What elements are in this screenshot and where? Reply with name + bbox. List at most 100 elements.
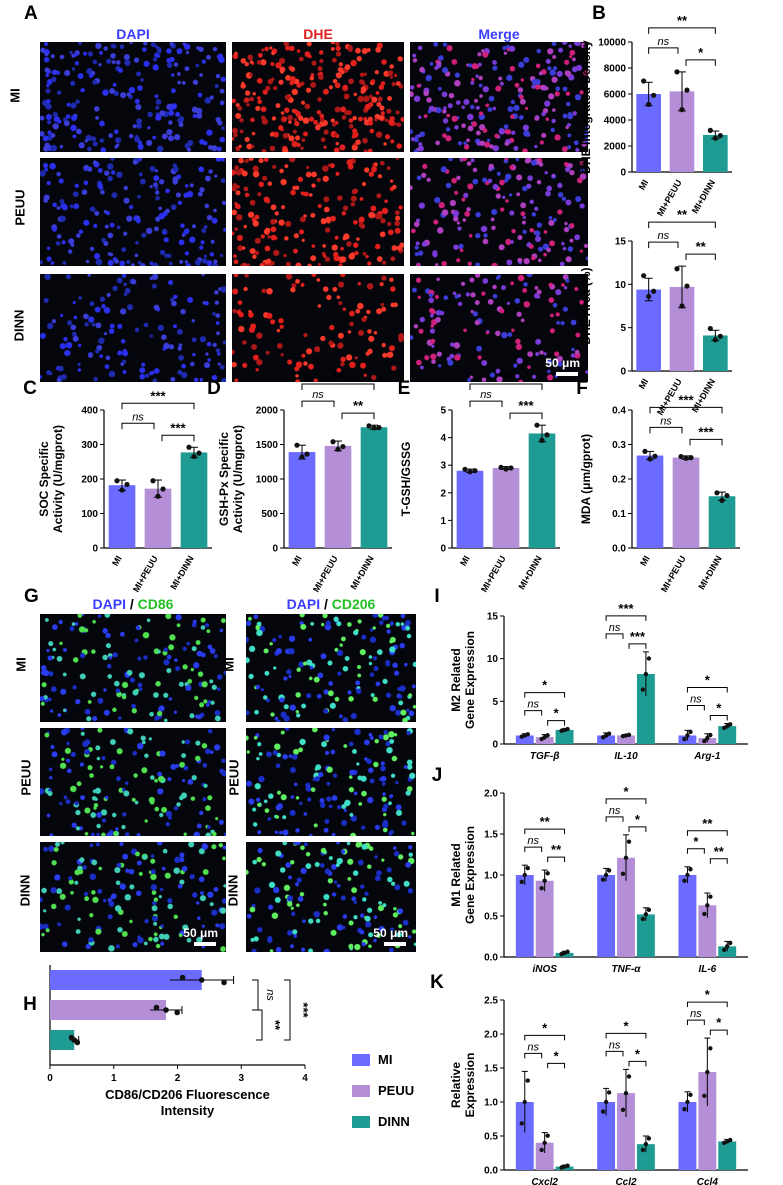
- group-label-J-1: TNF-α: [612, 964, 642, 975]
- ylabel-B1-0: DHE Integrated Density: [579, 40, 593, 174]
- sig-label-E-2: ***: [518, 398, 534, 413]
- sig-label-D-1: ns: [312, 389, 324, 401]
- sig-label-B1-0: **: [677, 13, 688, 28]
- ylabel-B2-0: DHE Area (%): [579, 268, 593, 345]
- point-J-0-2-2: [565, 949, 570, 954]
- tick-label-D-3: 1500: [256, 440, 279, 451]
- sig-bracket-F-2: [689, 438, 723, 446]
- tick-label-B1-2: 4000: [604, 116, 627, 127]
- point-K-2-1-2: [708, 1046, 713, 1051]
- point-K-1-1-0: [620, 1107, 626, 1113]
- bar-B1-2: [703, 134, 728, 172]
- tick-label-B1-3: 6000: [604, 90, 627, 101]
- tick-label-B2-3: 15: [615, 237, 627, 248]
- sig-bracket-J-1-1: [605, 816, 624, 822]
- sig-bracket-K-2-2: [709, 1029, 728, 1036]
- point-K-2-0-1: [685, 1099, 690, 1105]
- tick-label-I-3: 15: [487, 612, 499, 623]
- tick-label-K-1: 0.5: [484, 1132, 498, 1143]
- point-B1-2-0: [707, 127, 713, 133]
- point-B1-1-1: [679, 107, 685, 113]
- category-label-E-2: MI+DINN: [516, 554, 543, 591]
- micrograph-g-r0-c0: [40, 614, 226, 722]
- panel-label-D: D: [207, 378, 221, 399]
- point-D-2-0: [366, 423, 372, 429]
- micrograph-a-r1-c1: [232, 158, 404, 266]
- point-J-2-1-1: [705, 903, 710, 908]
- tick-label-E-3: 3: [440, 461, 446, 472]
- point-K-2-1-0: [702, 1093, 707, 1099]
- point-K-1-0-0: [600, 1109, 606, 1114]
- point-E-0-2: [472, 468, 478, 474]
- sig-label-K-0-0: *: [542, 1020, 548, 1035]
- point-H-0-2: [221, 979, 227, 986]
- channel-title-dapi: DAPI: [116, 26, 150, 42]
- point-B1-1-0: [674, 69, 680, 75]
- point-K-0-1-1: [542, 1140, 547, 1146]
- bar-J-0-1: [535, 880, 554, 957]
- micrograph-a-r0-c0: [40, 42, 226, 152]
- bar-I-1-2: [636, 674, 655, 744]
- tick-label-D-1: 500: [261, 509, 278, 520]
- point-I-2-0-0: [682, 736, 687, 742]
- sig-label-I-1-1: ns: [609, 622, 621, 634]
- ylabel-E-0: T-GSH/GSSG: [399, 442, 413, 517]
- sig-bracket-B1-1: [648, 47, 679, 54]
- point-C-0-1: [119, 487, 125, 493]
- sig-bracket-K-0-1: [524, 1052, 543, 1059]
- point-I-0-2-2: [565, 726, 570, 732]
- point-D-1-1: [335, 446, 341, 452]
- bar-E-0: [456, 470, 484, 548]
- sig-label-J-0-1: ns: [527, 835, 539, 847]
- point-F-2-1: [719, 497, 725, 503]
- legend-item-peuu: PEUU: [352, 1083, 414, 1098]
- sig-label-H-0: ns: [264, 989, 276, 1001]
- point-J-2-1-2: [708, 894, 713, 899]
- sig-label-K-2-1: ns: [690, 1008, 702, 1020]
- sig-bracket-I-0-1: [524, 710, 543, 716]
- bar-J-1-1: [617, 857, 635, 957]
- point-K-0-0-0: [519, 1121, 524, 1126]
- sig-label-B1-2: *: [698, 45, 704, 60]
- point-D-0-0: [294, 442, 300, 448]
- sig-label-I-2-1: ns: [690, 694, 702, 706]
- point-H-1-2: [174, 1009, 180, 1016]
- tick-label-D-0: 0: [272, 544, 278, 555]
- title-dapi-g2: DAPI: [286, 596, 321, 612]
- sig-label-C-1: ns: [132, 411, 144, 423]
- point-K-1-2-0: [640, 1147, 646, 1153]
- group-label-I-1: IL-10: [614, 751, 638, 762]
- sig-bracket-J-2-1: [686, 848, 705, 854]
- bar-E-2: [528, 433, 556, 548]
- sig-bracket-E-1: [469, 400, 503, 408]
- title-cd206: CD206: [331, 596, 376, 612]
- tick-label-I-0: 0: [492, 740, 498, 751]
- sig-bracket-K-2-1: [686, 1019, 705, 1026]
- sig-label-B2-0: **: [677, 207, 688, 222]
- tick-label-E-1: 1: [440, 516, 446, 527]
- sig-bracket-K-2-0: [686, 1001, 728, 1008]
- point-J-2-2-1: [725, 944, 730, 949]
- sig-label-I-0-0: *: [542, 678, 548, 693]
- ylabel-J-0: M1 Related: [449, 843, 463, 906]
- point-C-2-0: [186, 444, 192, 450]
- sig-label-H-1: **: [268, 1020, 283, 1031]
- category-label-E-1: MI+PEUU: [479, 554, 508, 594]
- bar-C-2: [180, 452, 208, 548]
- ylabel-K-1: Expression: [463, 1053, 477, 1118]
- bar-J-1-0: [597, 875, 616, 957]
- tick-label-K-0: 0.0: [484, 1166, 498, 1177]
- sig-label-K-2-2: *: [716, 1015, 722, 1030]
- legend-swatch-dinn: [352, 1115, 370, 1128]
- category-label-D-0: MI: [290, 554, 304, 568]
- bar-K-1-1: [617, 1093, 635, 1170]
- category-label-F-0: MI: [638, 554, 652, 568]
- point-B2-2-0: [707, 325, 713, 332]
- tick-label-B2-2: 10: [615, 280, 627, 291]
- point-E-2-1: [539, 437, 545, 443]
- point-B2-0-1: [646, 293, 652, 300]
- point-D-1-0: [330, 439, 336, 445]
- group-label-I-2: Arg-1: [693, 751, 721, 762]
- point-H-1-1: [163, 1007, 169, 1013]
- point-H-0-1: [198, 977, 205, 983]
